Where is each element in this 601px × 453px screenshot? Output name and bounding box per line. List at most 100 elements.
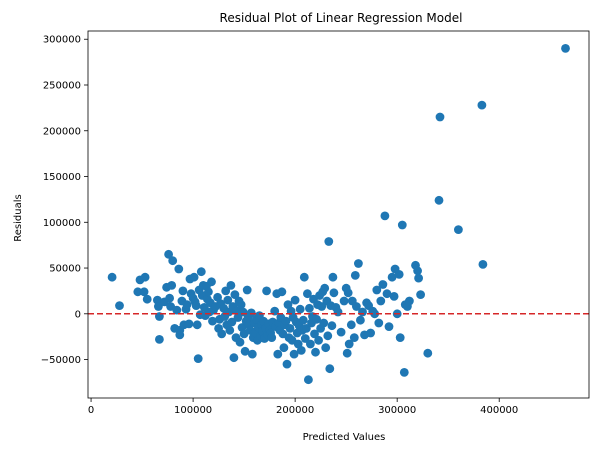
scatter-point bbox=[204, 287, 213, 297]
scatter-point bbox=[397, 220, 407, 230]
scatter-point bbox=[366, 328, 375, 338]
scatter-point bbox=[225, 325, 235, 335]
x-tick-label: 0 bbox=[88, 405, 94, 416]
scatter-point bbox=[352, 302, 361, 311]
scatter-point bbox=[193, 354, 203, 363]
scatter-point bbox=[435, 112, 445, 122]
scatter-point bbox=[247, 349, 257, 359]
scatter-point bbox=[154, 302, 163, 311]
scatter-point bbox=[246, 308, 256, 318]
y-tick-label: 200000 bbox=[43, 126, 81, 137]
scatter-point bbox=[349, 333, 359, 342]
scatter-point bbox=[236, 300, 246, 309]
scatter-point bbox=[372, 285, 382, 295]
x-tick-label: 300000 bbox=[378, 405, 416, 416]
scatter-point bbox=[115, 301, 124, 310]
scatter-point bbox=[235, 337, 245, 347]
x-tick-label: 100000 bbox=[174, 405, 212, 416]
chart-title: Residual Plot of Linear Regression Model bbox=[220, 11, 463, 25]
scatter-point bbox=[281, 316, 291, 326]
scatter-point bbox=[346, 320, 356, 330]
scatter-point bbox=[303, 289, 312, 299]
scatter-point bbox=[370, 309, 380, 319]
scatter-point bbox=[320, 283, 330, 293]
x-axis-title: Predicted Values bbox=[303, 432, 386, 443]
scatter-point bbox=[298, 315, 308, 325]
scatter-point bbox=[380, 211, 390, 221]
scatter-point bbox=[384, 322, 394, 331]
scatter-point bbox=[423, 348, 433, 358]
scatter-point bbox=[107, 272, 117, 282]
scatter-point bbox=[164, 249, 174, 259]
x-tick-label: 200000 bbox=[276, 405, 314, 416]
scatter-point bbox=[350, 271, 360, 280]
scatter-point bbox=[242, 285, 252, 295]
scatter-point bbox=[325, 364, 335, 374]
scatter-point bbox=[155, 335, 164, 344]
scatter-point bbox=[305, 303, 314, 313]
scatter-point bbox=[405, 296, 414, 306]
y-tick-label: 150000 bbox=[43, 172, 81, 183]
scatter-point bbox=[311, 347, 320, 357]
scatter-point bbox=[328, 272, 338, 282]
scatter-point bbox=[376, 296, 386, 306]
scatter-point bbox=[561, 44, 570, 53]
scatter-point bbox=[327, 321, 337, 331]
scatter-point bbox=[389, 292, 399, 301]
scatter-point bbox=[226, 281, 236, 290]
scatter-point bbox=[319, 318, 329, 328]
scatter-point bbox=[175, 330, 185, 340]
scatter-point bbox=[285, 324, 295, 333]
scatter-point bbox=[344, 339, 354, 349]
scatter-point bbox=[416, 290, 425, 299]
scatter-point bbox=[329, 288, 339, 298]
y-tick-label: 0 bbox=[75, 309, 81, 320]
scatter-point bbox=[324, 237, 334, 246]
scatter-point bbox=[192, 320, 202, 330]
scatter-point bbox=[191, 301, 201, 310]
scatter-point bbox=[273, 349, 283, 359]
scatter-point bbox=[395, 333, 405, 342]
scatter-point bbox=[343, 288, 353, 298]
plot-frame bbox=[87, 30, 590, 399]
scatter-point bbox=[167, 281, 177, 290]
scatter-point bbox=[262, 286, 271, 296]
scatter-point bbox=[140, 272, 150, 282]
scatter-point bbox=[168, 256, 178, 266]
scatter-point bbox=[342, 348, 352, 358]
scatter-point bbox=[387, 272, 397, 282]
scatter-point bbox=[227, 317, 237, 327]
scatter-point bbox=[374, 318, 384, 328]
scatter-point bbox=[314, 335, 323, 345]
scatter-point bbox=[378, 280, 388, 289]
scatter-point bbox=[174, 264, 184, 274]
scatter-point bbox=[182, 300, 192, 309]
scatter-point bbox=[382, 289, 392, 299]
scatter-point bbox=[279, 343, 289, 353]
y-tick-label: 250000 bbox=[43, 80, 81, 91]
scatter-point bbox=[356, 315, 365, 325]
scatter-point bbox=[295, 304, 305, 314]
scatter-point bbox=[413, 266, 422, 276]
scatter-point bbox=[189, 272, 199, 282]
scatter-point bbox=[240, 346, 250, 356]
scatter-point bbox=[477, 100, 487, 110]
scatter-point bbox=[336, 327, 346, 337]
scatter-point bbox=[354, 259, 363, 268]
points-layer bbox=[107, 44, 570, 385]
scatter-point bbox=[139, 287, 149, 297]
scatter-point bbox=[434, 195, 444, 205]
scatter-point bbox=[289, 349, 299, 359]
scatter-point bbox=[229, 353, 239, 363]
x-axis-ticks: 0 100000 200000 300000 400000 bbox=[88, 398, 518, 416]
scatter-point bbox=[290, 295, 300, 305]
y-tick-label: 100000 bbox=[43, 218, 81, 229]
scatter-point bbox=[339, 296, 349, 306]
scatter-point bbox=[133, 287, 143, 297]
scatter-point bbox=[172, 305, 182, 315]
scatter-point bbox=[207, 277, 216, 287]
scatter-point bbox=[296, 346, 306, 355]
scatter-point bbox=[217, 329, 227, 339]
scatter-point bbox=[333, 307, 343, 317]
